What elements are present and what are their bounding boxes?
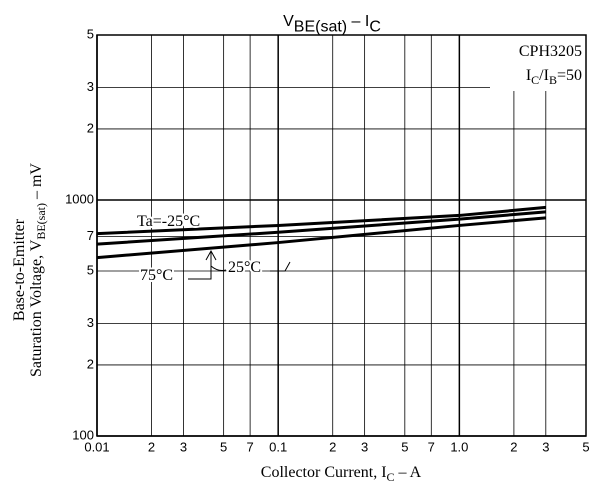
series-label: 25°C xyxy=(228,259,261,276)
leader-line xyxy=(270,261,291,272)
series-line xyxy=(96,210,546,246)
annotation: IC/IB=50 xyxy=(526,67,582,87)
plot-frame xyxy=(96,34,587,437)
y-tick-label: 5 xyxy=(87,26,94,41)
x-tick-label: 2 xyxy=(329,439,336,454)
y-tick-label: 7 xyxy=(87,228,94,243)
x-tick-label: 5 xyxy=(220,439,227,454)
x-tick-label: 3 xyxy=(542,439,549,454)
series-label: Ta=-25°C xyxy=(137,213,200,230)
x-tick-label: 1.0 xyxy=(450,439,468,454)
lines xyxy=(96,205,546,260)
y-axis-label: Base-to-Emitter xyxy=(11,218,28,321)
x-tick-label: 3 xyxy=(180,439,187,454)
subscript: C xyxy=(531,73,539,87)
series-label: 75°C xyxy=(140,267,173,284)
x-tick-label: 3 xyxy=(361,439,368,454)
leader-line xyxy=(188,252,212,280)
info-box xyxy=(490,35,586,91)
y-tick-label: 1000 xyxy=(65,191,94,206)
y-tick-label: 3 xyxy=(87,79,94,94)
text-part: Saturation Voltage, V xyxy=(28,239,45,377)
x-tick-label: 0.01 xyxy=(84,439,109,454)
y-tick-label: 2 xyxy=(87,356,94,371)
subscript: BE(sat) xyxy=(294,18,347,35)
x-tick-label: 2 xyxy=(148,439,155,454)
subscript: C xyxy=(369,18,381,35)
text-part: – mV xyxy=(28,163,45,203)
y-tick-label: 2 xyxy=(87,120,94,135)
arrow-head xyxy=(205,249,217,261)
text-part: CPH3205 xyxy=(519,43,582,60)
x-tick-label: 7 xyxy=(246,439,253,454)
text-part: – I xyxy=(347,13,369,30)
text-part: V xyxy=(283,13,294,30)
text-part: I xyxy=(526,67,531,84)
y-tick-label: 3 xyxy=(87,315,94,330)
series-line xyxy=(96,205,546,236)
x-tick-label: 7 xyxy=(428,439,435,454)
subscript: C xyxy=(387,470,395,484)
x-axis-label: Collector Current, IC – A xyxy=(261,464,422,484)
x-tick-label: 5 xyxy=(582,439,589,454)
leader-line xyxy=(210,265,227,271)
y-tick-label: 5 xyxy=(87,262,94,277)
x-tick-label: 0.1 xyxy=(269,439,287,454)
subscript: B xyxy=(549,73,557,87)
series-line xyxy=(96,216,546,260)
y-axis-label: Saturation Voltage, VBE(sat) – mV xyxy=(28,163,48,377)
annotation: CPH3205 xyxy=(519,43,582,60)
x-tick-label: 2 xyxy=(510,439,517,454)
x-tick-label: 5 xyxy=(401,439,408,454)
y-tick-label: 100 xyxy=(72,427,94,442)
text-part: Collector Current, I xyxy=(261,464,387,481)
text-part: Base-to-Emitter xyxy=(11,218,28,321)
text-part: =50 xyxy=(557,67,582,84)
subscript: BE(sat) xyxy=(34,203,48,240)
text-part: – A xyxy=(395,464,422,481)
text-part: /I xyxy=(539,67,549,84)
chart-title: VBE(sat) – IC xyxy=(283,13,381,35)
